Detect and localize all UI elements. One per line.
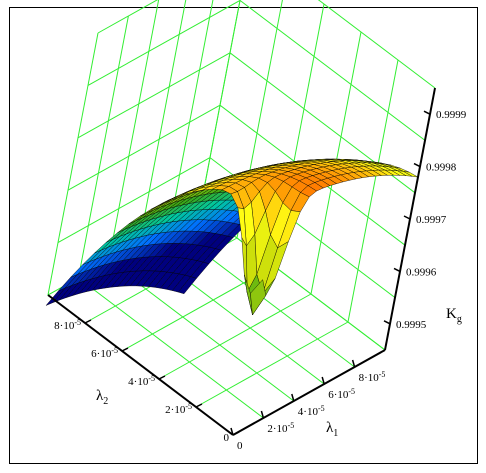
kg-tick-label: 0.9999 (436, 109, 467, 121)
lambda1-tick-label: 4·10-5 (298, 404, 325, 418)
lambda2-tick-label: 4·10-5 (128, 374, 155, 388)
kg-tick-label: 0.9995 (396, 319, 427, 331)
lambda2-tick-mark (121, 347, 129, 352)
lambda1-tick-label: 6·10-5 (328, 387, 355, 401)
wall-grid-line (138, 0, 187, 245)
wall-grid-line (97, 0, 159, 34)
lambda1-tick-mark (351, 359, 356, 368)
kg-tick-label: 0.9996 (406, 266, 437, 278)
surface-mesh (45, 158, 419, 316)
wall-grid-line (77, 52, 231, 139)
lambda1-axis-title: λ1 (326, 420, 338, 439)
floor-grid-line (158, 293, 312, 380)
lambda2-tick-label: 8·10-5 (54, 318, 81, 332)
wall-grid-line (317, 0, 436, 89)
wall-grid-line (347, 59, 399, 323)
kg-tick-mark (403, 215, 411, 220)
wall-grid-line (108, 0, 160, 262)
lambda2-tick-label: 2·10-5 (165, 402, 192, 416)
floor-grid-line (195, 321, 349, 408)
kg-tick-label: 0.9998 (426, 162, 457, 174)
kg-tick-mark (413, 162, 421, 168)
wall-grid-line (77, 15, 129, 279)
wall-grid-line (169, 0, 214, 228)
wall-grid-line (199, 0, 241, 211)
kg-tick-mark (423, 110, 431, 115)
wall-grid-line (47, 32, 99, 296)
lambda2-axis-line (47, 294, 234, 436)
lambda2-tick-mark (232, 431, 240, 436)
lambda1-axis-line (232, 349, 386, 436)
wall-grid-line (57, 157, 211, 244)
floor-grid-line (78, 277, 264, 419)
lambda1-tick-label: 8·10-5 (359, 370, 386, 384)
lambda2-tick-label: 6·10-5 (91, 346, 118, 360)
kg-tick-mark (383, 320, 391, 325)
axis-labels: 02·10-54·10-56·10-58·10-502·10-54·10-56·… (54, 109, 467, 452)
lambda1-tick-label: 0 (237, 440, 243, 452)
wall-grid-line (87, 0, 241, 86)
lambda1-tick-mark (291, 393, 295, 402)
wall-grid-line (239, 0, 426, 141)
lambda1-tick-mark (260, 410, 265, 419)
surface-patch (250, 279, 267, 316)
lambda1-tick-label: 2·10-5 (267, 421, 294, 435)
lambda2-tick-mark (84, 319, 92, 324)
lambda1-tick-mark (230, 427, 234, 436)
wall-grid-line (67, 104, 221, 191)
axes (47, 87, 436, 436)
lambda2-tick-mark (158, 375, 166, 380)
lambda2-axis-title: λ2 (96, 388, 108, 407)
lambda1-tick-mark (321, 376, 325, 385)
kg-tick-mark (393, 267, 401, 273)
kg-axis-title: Kg (446, 306, 462, 325)
kg-tick-label: 0.9997 (416, 214, 447, 226)
lambda2-tick-mark (195, 403, 203, 408)
lambda2-tick-label: 0 (224, 432, 230, 444)
